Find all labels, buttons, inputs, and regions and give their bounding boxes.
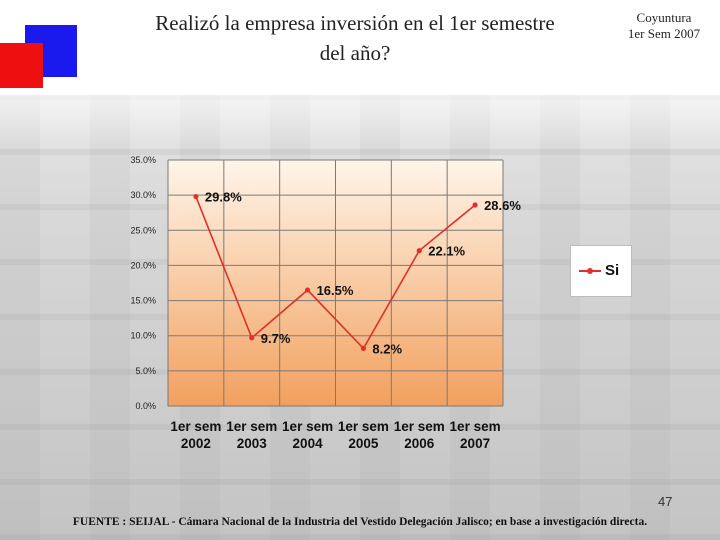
- x-tick-label: 1er sem 2002: [170, 419, 221, 451]
- slide-title: Realizó la empresa inversión en el 1er s…: [105, 8, 605, 68]
- data-label: 29.8%: [205, 190, 242, 205]
- x-tick-label: 1er sem 2004: [282, 419, 333, 451]
- data-point: [360, 345, 367, 351]
- corner-caption-line1: Coyuntura: [636, 10, 692, 25]
- y-tick-label: 20.0%: [130, 260, 156, 270]
- slide-title-line2: del año?: [319, 41, 391, 65]
- data-label: 9.7%: [261, 331, 291, 346]
- corner-caption: Coyuntura 1er Sem 2007: [612, 10, 716, 42]
- data-point: [249, 335, 255, 341]
- series-line-si: [195, 196, 476, 350]
- legend: Si: [570, 245, 632, 297]
- data-point: [472, 202, 478, 208]
- data-point: [304, 287, 311, 293]
- decor-red-square: [0, 43, 43, 88]
- y-tick-label: 0.0%: [135, 401, 156, 411]
- y-tick-label: 10.0%: [130, 331, 156, 341]
- data-label: 16.5%: [317, 283, 354, 298]
- y-tick-label: 25.0%: [130, 225, 156, 235]
- source-note: FUENTE : SEIJAL - Cámara Nacional de la …: [72, 516, 648, 528]
- legend-label-si: Si: [605, 262, 620, 279]
- slide-title-line1: Realizó la empresa inversión en el 1er s…: [155, 11, 555, 35]
- x-tick-label: 1er sem 2007: [450, 419, 501, 451]
- data-point: [416, 248, 422, 254]
- page-number: 47: [658, 494, 673, 509]
- y-tick-label: 5.0%: [135, 366, 156, 376]
- data-point: [193, 193, 199, 200]
- data-label: 8.2%: [372, 341, 402, 356]
- data-label: 22.1%: [428, 244, 465, 259]
- x-tick-label: 1er sem 2005: [338, 419, 389, 451]
- legend-dot-marker: [587, 268, 593, 274]
- data-label: 28.6%: [484, 198, 521, 213]
- x-tick-label: 1er sem 2003: [226, 419, 277, 451]
- x-tick-label: 1er sem 2006: [394, 419, 445, 451]
- y-tick-label: 35.0%: [130, 155, 156, 165]
- y-tick-label: 30.0%: [130, 190, 156, 200]
- y-tick-label: 15.0%: [130, 296, 156, 306]
- corner-caption-line2: 1er Sem 2007: [627, 26, 701, 41]
- background-haze: [0, 60, 720, 150]
